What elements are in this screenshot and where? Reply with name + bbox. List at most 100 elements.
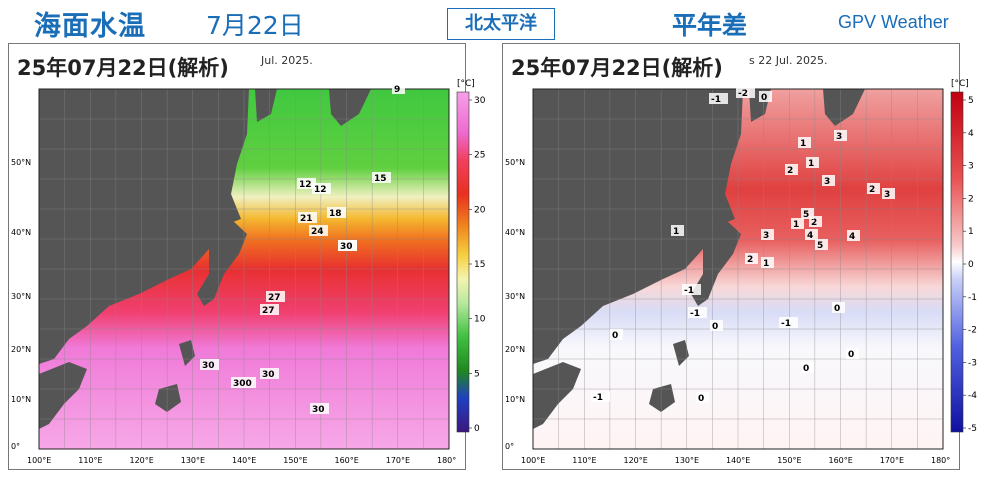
contour-label: 3 — [836, 132, 842, 142]
contour-label: 0 — [612, 331, 618, 341]
contour-label: 3 — [884, 190, 890, 200]
lon-label: 120°E — [130, 456, 154, 465]
contour-label: 9 — [394, 85, 400, 95]
japan-land-anom — [691, 219, 741, 306]
contour-label: 1 — [763, 259, 769, 269]
sst-map-panel: 25年07月22日(解析) Jul. 2025. — [8, 43, 486, 470]
colorbar-tick: 1 — [968, 227, 974, 237]
contour-label: 0 — [803, 364, 809, 374]
contour-label: -1 — [781, 319, 791, 329]
lat-label: 20°N — [11, 345, 31, 354]
lon-label: 140°E — [726, 456, 750, 465]
contour-label: 2 — [869, 185, 875, 195]
sst-unit: [°C] — [457, 79, 475, 89]
lat-label: 10°N — [505, 395, 525, 404]
contour-label: 18 — [329, 209, 342, 219]
colorbar-tick: -5 — [968, 424, 977, 434]
anomaly-subtitle: s 22 Jul. 2025. — [749, 54, 828, 67]
contour-label: 30 — [312, 405, 325, 415]
islands-land — [155, 340, 195, 412]
islands-land-anom — [649, 340, 689, 412]
lat-label: 0° — [11, 442, 20, 451]
lon-label: 160°E — [829, 456, 853, 465]
colorbar-tick: -1 — [968, 293, 977, 303]
contour-label: -1 — [711, 95, 721, 105]
lon-label: 160°E — [335, 456, 359, 465]
lat-label: 0° — [505, 442, 514, 451]
lat-label: 30°N — [505, 292, 525, 301]
anomaly-map-panel: 25年07月22日(解析) s 22 Jul. 2025. — [502, 43, 977, 470]
contour-label: 1 — [673, 227, 679, 237]
colorbar-tick: 10 — [474, 315, 486, 325]
header-date: 7月22日 — [206, 11, 304, 40]
contour-label: 27 — [262, 306, 275, 316]
contour-label: 2 — [787, 166, 793, 176]
colorbar-tick: 0 — [968, 260, 974, 270]
contour-label: -1 — [684, 286, 694, 296]
lon-label: 130°E — [675, 456, 699, 465]
colorbar-tick: -3 — [968, 358, 977, 368]
contour-label: 0 — [698, 394, 704, 404]
contour-label: 0 — [761, 93, 767, 103]
contour-label: 1 — [793, 220, 799, 230]
contour-label: -2 — [738, 89, 748, 99]
lon-label: 180° — [931, 456, 950, 465]
contour-label: 0 — [712, 322, 718, 332]
alaska-land — [329, 89, 371, 126]
contour-label: 0 — [834, 304, 840, 314]
lon-label: 110°E — [78, 456, 102, 465]
contour-label: 12 — [314, 185, 327, 195]
contour-label: 24 — [311, 227, 324, 237]
anomaly-date-label: 25年07月22日(解析) — [507, 52, 727, 82]
anomaly-unit: [°C] — [951, 79, 969, 89]
colorbar-tick: 4 — [968, 129, 974, 139]
contour-label: 30 — [340, 242, 353, 252]
asia-land-anom — [533, 89, 743, 364]
colorbar-tick: 3 — [968, 162, 974, 172]
contour-label: 1 — [808, 159, 814, 169]
colorbar-tick: 5 — [968, 96, 974, 106]
colorbar-tick: 5 — [474, 369, 480, 379]
indochina-land — [39, 362, 87, 429]
colorbar-tick: 30 — [474, 96, 486, 106]
brand-logo[interactable]: GPV Weather — [838, 12, 949, 32]
lon-label: 130°E — [181, 456, 205, 465]
colorbar-tick: 15 — [474, 260, 485, 270]
indochina-land-anom — [533, 362, 581, 429]
contour-label: 1 — [800, 139, 806, 149]
contour-label: 5 — [817, 241, 823, 251]
contour-label: 4 — [807, 231, 813, 241]
lon-label: 170°E — [386, 456, 410, 465]
contour-label: 5 — [803, 210, 809, 220]
sst-map[interactable]: 50°N 40°N 30°N 20°N 10°N 0° 100°E 110°E 120°E 130… — [9, 44, 465, 469]
contour-label: 2 — [811, 218, 817, 228]
region-button[interactable]: 北太平洋 — [447, 8, 555, 40]
anomaly-map[interactable]: 50°N40°N30°N20°N10°N0°100°E 110°E 120°E 130… — [503, 44, 959, 469]
contour-label: 3 — [824, 177, 830, 187]
lat-label: 50°N — [11, 158, 31, 167]
contour-label: -1 — [593, 393, 603, 403]
colorbar-tick: 20 — [474, 205, 486, 215]
anomaly-colorbar: [°C] 5 4 3 2 1 0 -1 -2 -3 -4 -5 — [950, 79, 977, 434]
colorbar-tick: -4 — [968, 391, 977, 401]
lon-label: 150°E — [283, 456, 307, 465]
lat-label: 40°N — [505, 228, 525, 237]
sst-colorbar: [°C] 30 25 20 15 10 5 0 — [456, 79, 486, 434]
anomaly-title: 平年差 — [672, 11, 748, 40]
lon-label: 100°E — [27, 456, 51, 465]
contour-label: 3 — [763, 231, 769, 241]
lat-label: 40°N — [11, 228, 31, 237]
lon-label: 110°E — [572, 456, 596, 465]
lon-label: 100°E — [521, 456, 545, 465]
colorbar-tick: 0 — [474, 424, 480, 434]
colorbar-tick: 2 — [968, 194, 974, 204]
page-title: 海面水温 — [34, 11, 146, 42]
lat-label: 20°N — [505, 345, 525, 354]
lon-label: 120°E — [624, 456, 648, 465]
kamchatka-land — [255, 89, 277, 122]
colorbar-tick: 25 — [474, 151, 485, 161]
japan-land — [197, 219, 247, 306]
contour-label: -1 — [690, 309, 700, 319]
lon-label: 170°E — [880, 456, 904, 465]
lon-label: 180° — [437, 456, 456, 465]
